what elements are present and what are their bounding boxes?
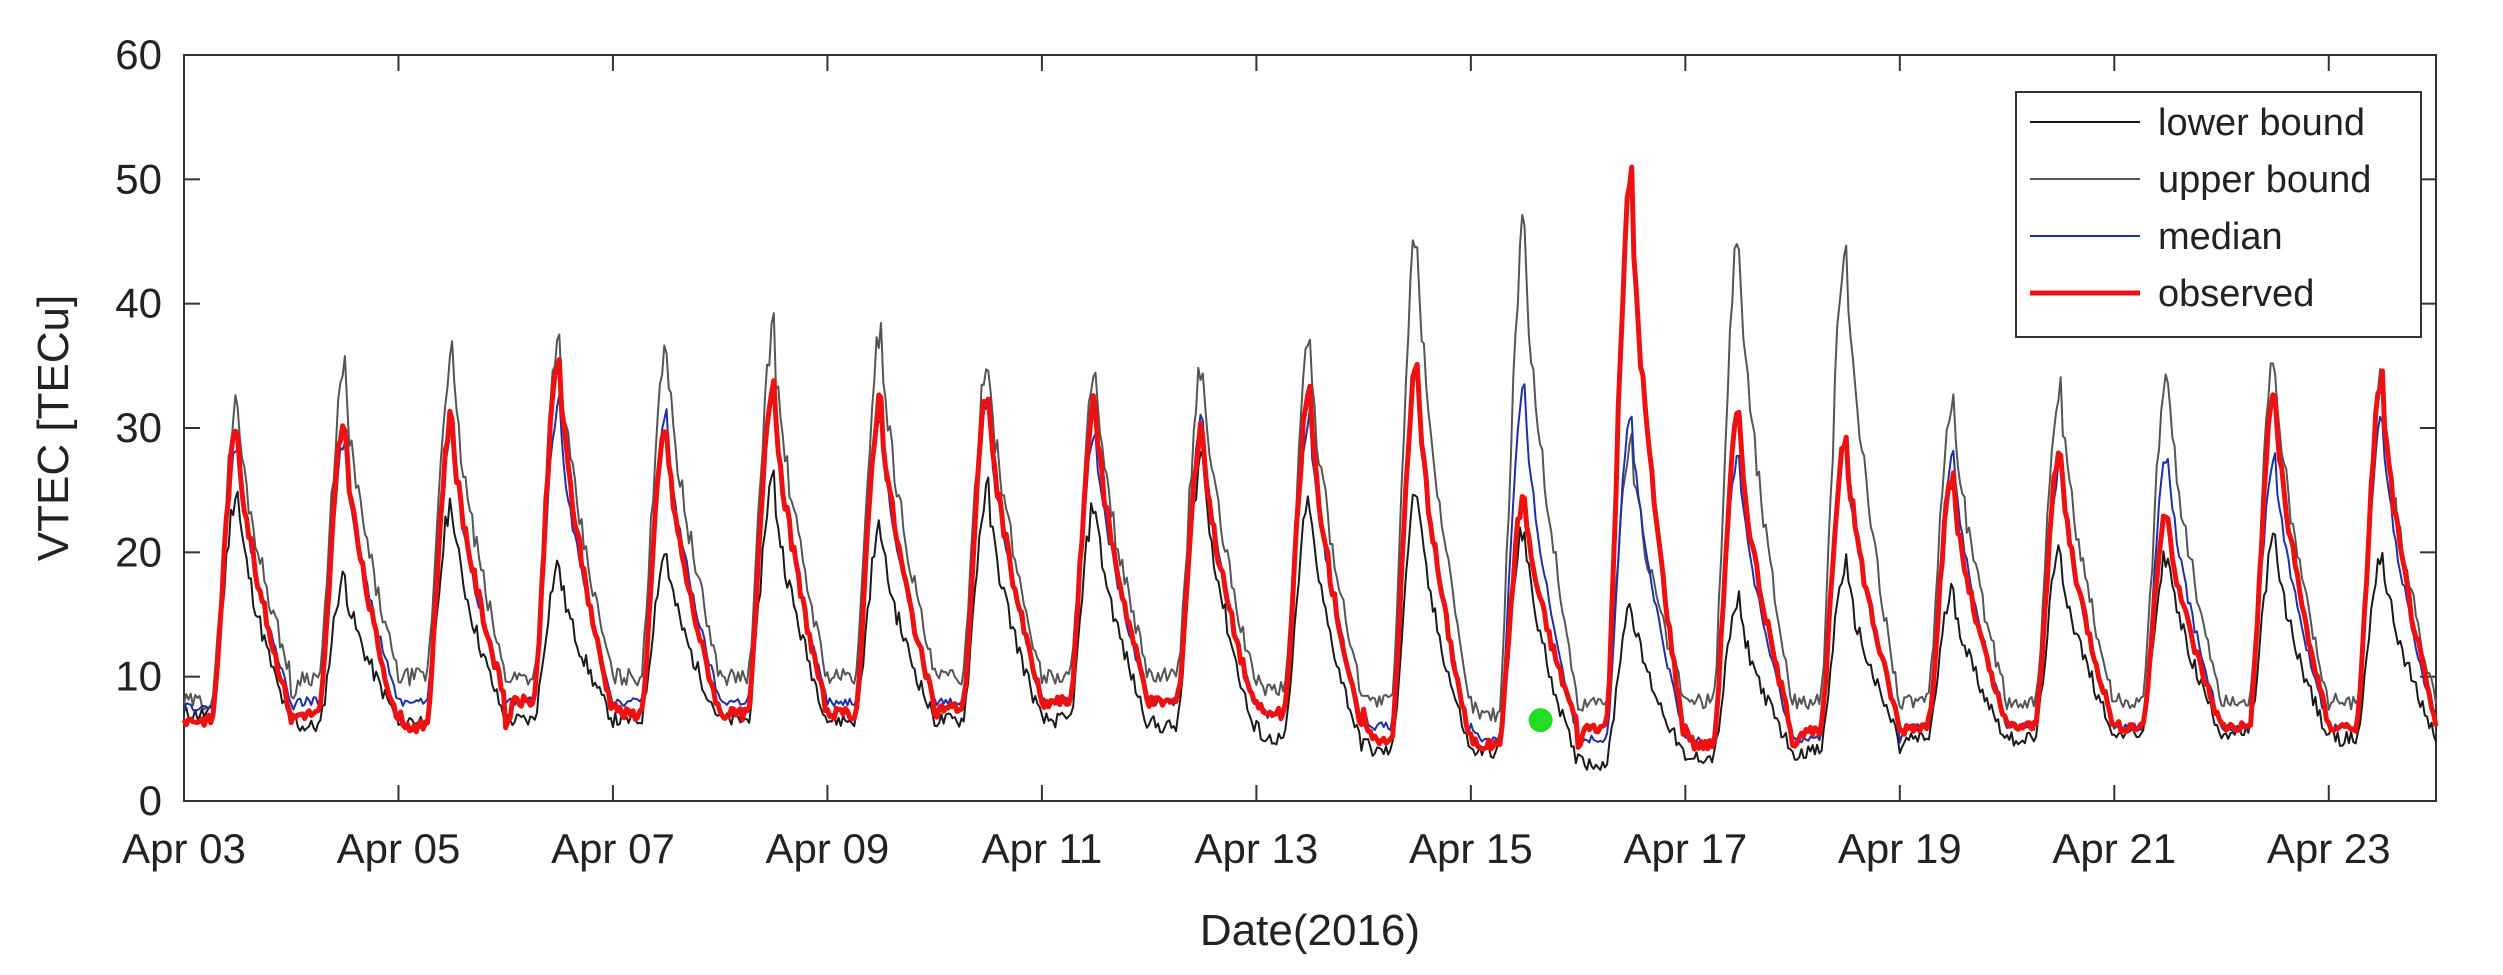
x-tick-label: Apr 17 [1623, 825, 1747, 872]
y-axis-label: VTEC [TECu] [29, 295, 78, 562]
x-tick-label: Apr 07 [551, 825, 675, 872]
series-line-upper-bound [183, 213, 2437, 723]
axis-ticks [183, 54, 2436, 802]
x-tick-label: Apr 11 [982, 825, 1103, 872]
x-tick-label: Apr 03 [122, 825, 246, 872]
y-tick-label: 10 [115, 653, 162, 700]
x-tick-label: Apr 19 [1838, 825, 1962, 872]
series-layer [181, 164, 2439, 771]
x-tick-label: Apr 09 [766, 825, 890, 872]
x-tick-label: Apr 05 [337, 825, 461, 872]
series-line-lower-bound [183, 450, 2437, 771]
x-tick-labels: Apr 03 Apr 05 Apr 07 Apr 09 Apr 11 Apr 13 Apr … [122, 825, 2391, 872]
marker-layer [1528, 708, 1553, 733]
y-tick-label: 40 [115, 280, 162, 327]
x-tick-label: Apr 21 [2052, 825, 2176, 872]
green-marker-dot [1528, 708, 1553, 733]
x-tick-label: Apr 15 [1409, 825, 1533, 872]
series-line-observed [181, 164, 2439, 752]
legend: lower bound upper bound median observed [2015, 91, 2422, 338]
y-tick-label: 30 [115, 404, 162, 451]
legend-box [2015, 91, 2422, 338]
y-tick-label: 60 [115, 31, 162, 78]
x-tick-label: Apr 13 [1195, 825, 1319, 872]
y-tick-label: 0 [139, 777, 162, 824]
y-tick-labels: 0 10 20 30 40 50 60 [115, 31, 162, 824]
legend-label: median [2158, 216, 2283, 258]
legend-label: observed [2158, 273, 2314, 315]
legend-label: lower bound [2158, 102, 2365, 144]
x-tick-label: Apr 23 [2267, 825, 2391, 872]
x-axis-label: Date(2016) [1200, 906, 1420, 955]
legend-label: upper bound [2158, 159, 2371, 201]
y-tick-label: 20 [115, 528, 162, 575]
y-tick-label: 50 [115, 155, 162, 202]
